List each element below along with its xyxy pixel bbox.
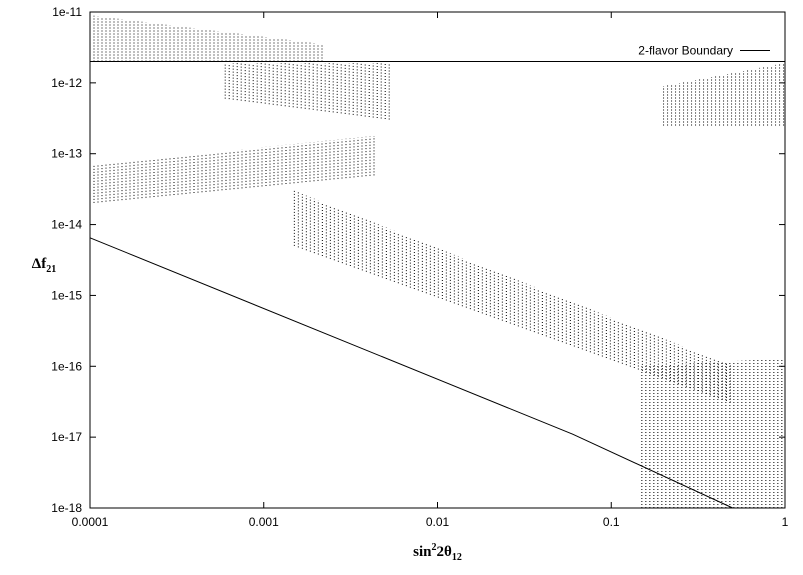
y-tick-label: 1e-11 <box>52 5 82 19</box>
dot-region <box>663 63 785 126</box>
y-tick-label: 1e-12 <box>51 76 82 90</box>
dot-region <box>293 190 731 403</box>
dot-region <box>89 15 323 62</box>
x-title-part: 12 <box>452 552 462 563</box>
x-tick-label: 0.01 <box>426 515 450 529</box>
lower-bound-line <box>89 237 733 509</box>
y-tick-label: 1e-18 <box>51 501 82 515</box>
x-tick-label: 0.1 <box>603 515 620 529</box>
legend-background <box>605 41 780 60</box>
x-axis-title: sin22θ12 <box>413 542 462 563</box>
y-tick-label: 1e-15 <box>51 288 82 302</box>
y-axis-title: Δf21 <box>32 256 56 275</box>
scatter-regions <box>89 15 785 508</box>
y-tick-label: 1e-13 <box>51 147 82 161</box>
x-title-part: sin <box>413 544 432 560</box>
dot-region <box>641 358 783 508</box>
axis-ticks: 0.0001 0.001 0.01 0.1 1 1e-11 1e-12 1e-13 1e-14 1… <box>51 5 788 529</box>
dot-region <box>224 63 390 120</box>
x-tick-label: 1 <box>782 515 789 529</box>
y-title-part: 21 <box>46 264 56 275</box>
y-tick-label: 1e-14 <box>51 218 82 232</box>
y-tick-label: 1e-17 <box>51 430 82 444</box>
x-title-part: 2 <box>432 542 437 553</box>
dot-region <box>89 135 375 204</box>
y-tick-label: 1e-16 <box>51 359 82 373</box>
legend: 2-flavor Boundary <box>605 41 780 60</box>
y-title-part: Δf <box>32 256 47 272</box>
plot-frame <box>89 11 786 509</box>
legend-label: 2-flavor Boundary <box>638 44 733 58</box>
x-tick-label: 0.001 <box>249 515 279 529</box>
x-title-part: 2θ <box>437 544 453 560</box>
series-lines <box>89 61 785 509</box>
x-tick-label: 0.0001 <box>72 515 109 529</box>
